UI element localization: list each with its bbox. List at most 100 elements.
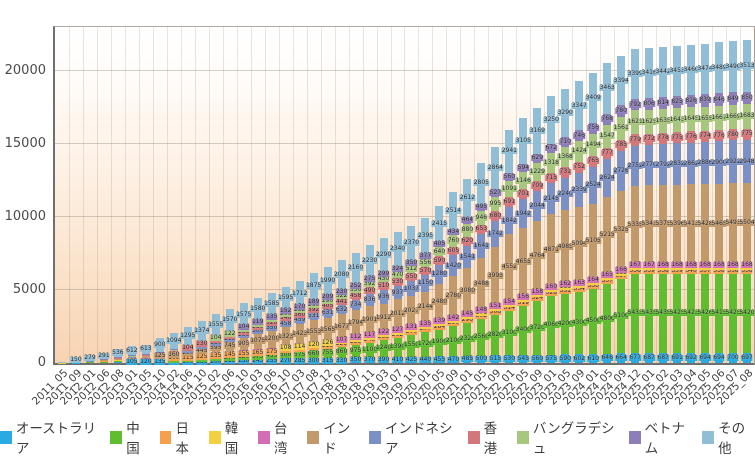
segment-value-label: 5465 (711, 219, 727, 227)
bar-segment (141, 357, 150, 359)
segment-value-label: 215 (224, 357, 236, 365)
segment-value-label: 315 (321, 356, 334, 364)
bar-segment: 1625 (641, 109, 657, 134)
bar-segment: 677 (629, 353, 641, 363)
bar-segment: 5433 (627, 273, 643, 354)
segment-value-label: 1240 (375, 344, 392, 352)
bar-segment: 510 (377, 282, 390, 290)
bar: 390124025515012219129365104302992290 (375, 238, 392, 364)
bar-segment: 114 (293, 342, 306, 350)
segment-value-label: 560 (531, 354, 544, 362)
bar-segment (113, 358, 122, 360)
segment-value-label: 772 (643, 135, 655, 143)
bar: 69454263371901685428288677416558393474 (697, 43, 713, 363)
segment-value-label: 165 (251, 348, 264, 356)
bar-segment: 5425 (669, 273, 685, 353)
bar-segment: 405 (433, 241, 446, 248)
gridline (55, 142, 754, 144)
bar-segment: 215 (224, 357, 236, 365)
segment-value-label: 5428 (697, 219, 713, 227)
bar-segment: 1720 (417, 331, 434, 357)
bar-segment: 425 (405, 355, 418, 363)
bar-segment: 500 (475, 355, 488, 363)
bar-segment: 5413 (683, 184, 699, 264)
bar-segment: 434 (447, 229, 460, 236)
bar-segment: 1561 (613, 116, 629, 140)
bar-segment: 527 (489, 189, 502, 197)
bar-slot: 61045003361891645105252476514947563409 (585, 27, 602, 363)
segment-value-label: 2792 (655, 160, 671, 168)
bar-segment: 160 (545, 283, 558, 290)
segment-value-label: 410 (391, 356, 404, 363)
segment-value-label: 1368 (557, 152, 573, 160)
segment-value-label: 139 (433, 317, 446, 324)
bar-segment: 2780 (445, 276, 462, 317)
bar-segment: 1368 (557, 146, 573, 167)
bar-segment: 270 (279, 358, 292, 365)
bar-segment: 252 (349, 282, 362, 289)
segment-value-label: 125 (154, 351, 166, 359)
segment-value-label: 338 (657, 267, 669, 275)
bar-segment: 2941 (501, 129, 517, 173)
bar-segment: 105 (126, 359, 138, 366)
bar-segment: 145 (224, 351, 236, 358)
segment-value-label: 530 (391, 277, 404, 285)
segment-value-label: 337 (615, 272, 627, 280)
segment-value-label: 3720 (529, 323, 545, 331)
gridline (55, 69, 754, 71)
segment-value-label: 1037 (403, 284, 420, 292)
segment-value-label: 646 (601, 354, 613, 362)
bar: 69454153381901685465290077616678463489 (711, 42, 727, 363)
bar-segment: 1146 (515, 172, 531, 190)
bar-segment: 117 (363, 332, 376, 339)
bar-segment: 2144 (417, 291, 434, 324)
segment-value-label: 4871 (543, 245, 559, 253)
bar-segment: 320 (265, 319, 278, 326)
segment-value-label: 2524 (585, 181, 601, 189)
bar: 1851851254451501301374 (194, 321, 210, 365)
bar-segment: 2370 (403, 226, 420, 261)
segment-value-label: 392 (363, 280, 376, 288)
bar-slot: 5002560302178148348816416539464952805 (473, 27, 490, 363)
segment-value-label: 168 (727, 260, 739, 268)
segment-value-label: 1641 (473, 242, 490, 250)
segment-value-label: 660 (307, 349, 320, 357)
bar-segment: 151 (489, 303, 502, 310)
bar-segment: 5094 (571, 207, 587, 282)
bar-segment: 694 (699, 352, 711, 363)
segment-value-label: 135 (419, 320, 432, 328)
segment-value-label: 135 (265, 312, 278, 320)
segment-value-label: 5343 (641, 220, 657, 228)
bar: 68754353381901685375279277816358143442 (655, 46, 671, 363)
bar-segment: 154 (503, 298, 516, 305)
bar-segment: 209 (321, 294, 334, 301)
segment-value-label: 375 (251, 352, 264, 360)
bar-segment: 1150 (417, 274, 434, 292)
segment-value-label: 114 (293, 342, 306, 350)
bar-segment: 779 (629, 134, 641, 146)
segment-value-label: 715 (545, 173, 558, 181)
segment-value-label: 765 (587, 157, 599, 165)
segment-value-label: 152 (279, 307, 292, 315)
bar-segment (141, 354, 150, 356)
bar: 2152701457452151951221570 (222, 308, 238, 365)
segment-value-label: 780 (727, 130, 739, 138)
bar-segment: 556 (419, 258, 432, 267)
segment-value-label: 338 (713, 267, 725, 275)
bar-segment: 3080 (459, 268, 476, 314)
segment-value-label: 3290 (557, 108, 573, 116)
segment-value-label: 1547 (599, 132, 615, 140)
bar-slot: 150 (69, 27, 84, 364)
segment-value-label: 425 (405, 355, 418, 363)
segment-value-label: 5215 (599, 231, 615, 239)
bar-segment: 880 (461, 223, 474, 237)
bar-segment: 613 (140, 344, 152, 354)
segment-value-label: 150 (70, 356, 82, 364)
bar-segment: 377 (419, 252, 432, 259)
bar-segment: 1901 (361, 306, 378, 335)
bar-segment: 112 (349, 334, 362, 341)
segment-value-label: 1655 (697, 114, 713, 122)
legend-swatch-icon (628, 430, 641, 444)
bar-segment: 2886 (697, 142, 713, 185)
segment-value-label: 167 (629, 260, 641, 268)
